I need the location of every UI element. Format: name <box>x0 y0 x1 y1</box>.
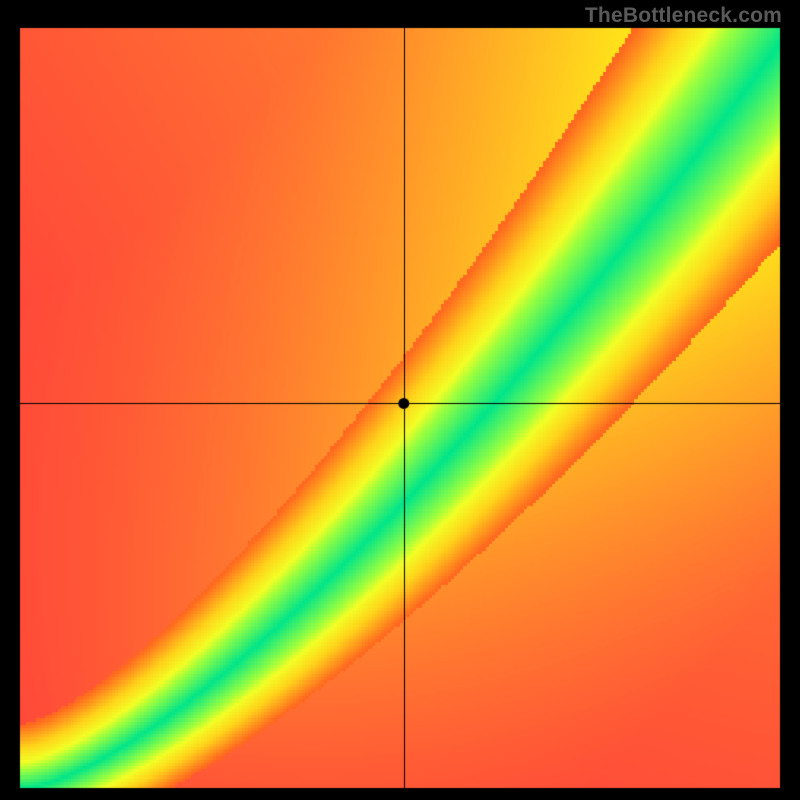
chart-container: TheBottleneck.com <box>0 0 800 800</box>
heatmap-canvas <box>0 0 800 800</box>
watermark-text: TheBottleneck.com <box>585 4 782 28</box>
